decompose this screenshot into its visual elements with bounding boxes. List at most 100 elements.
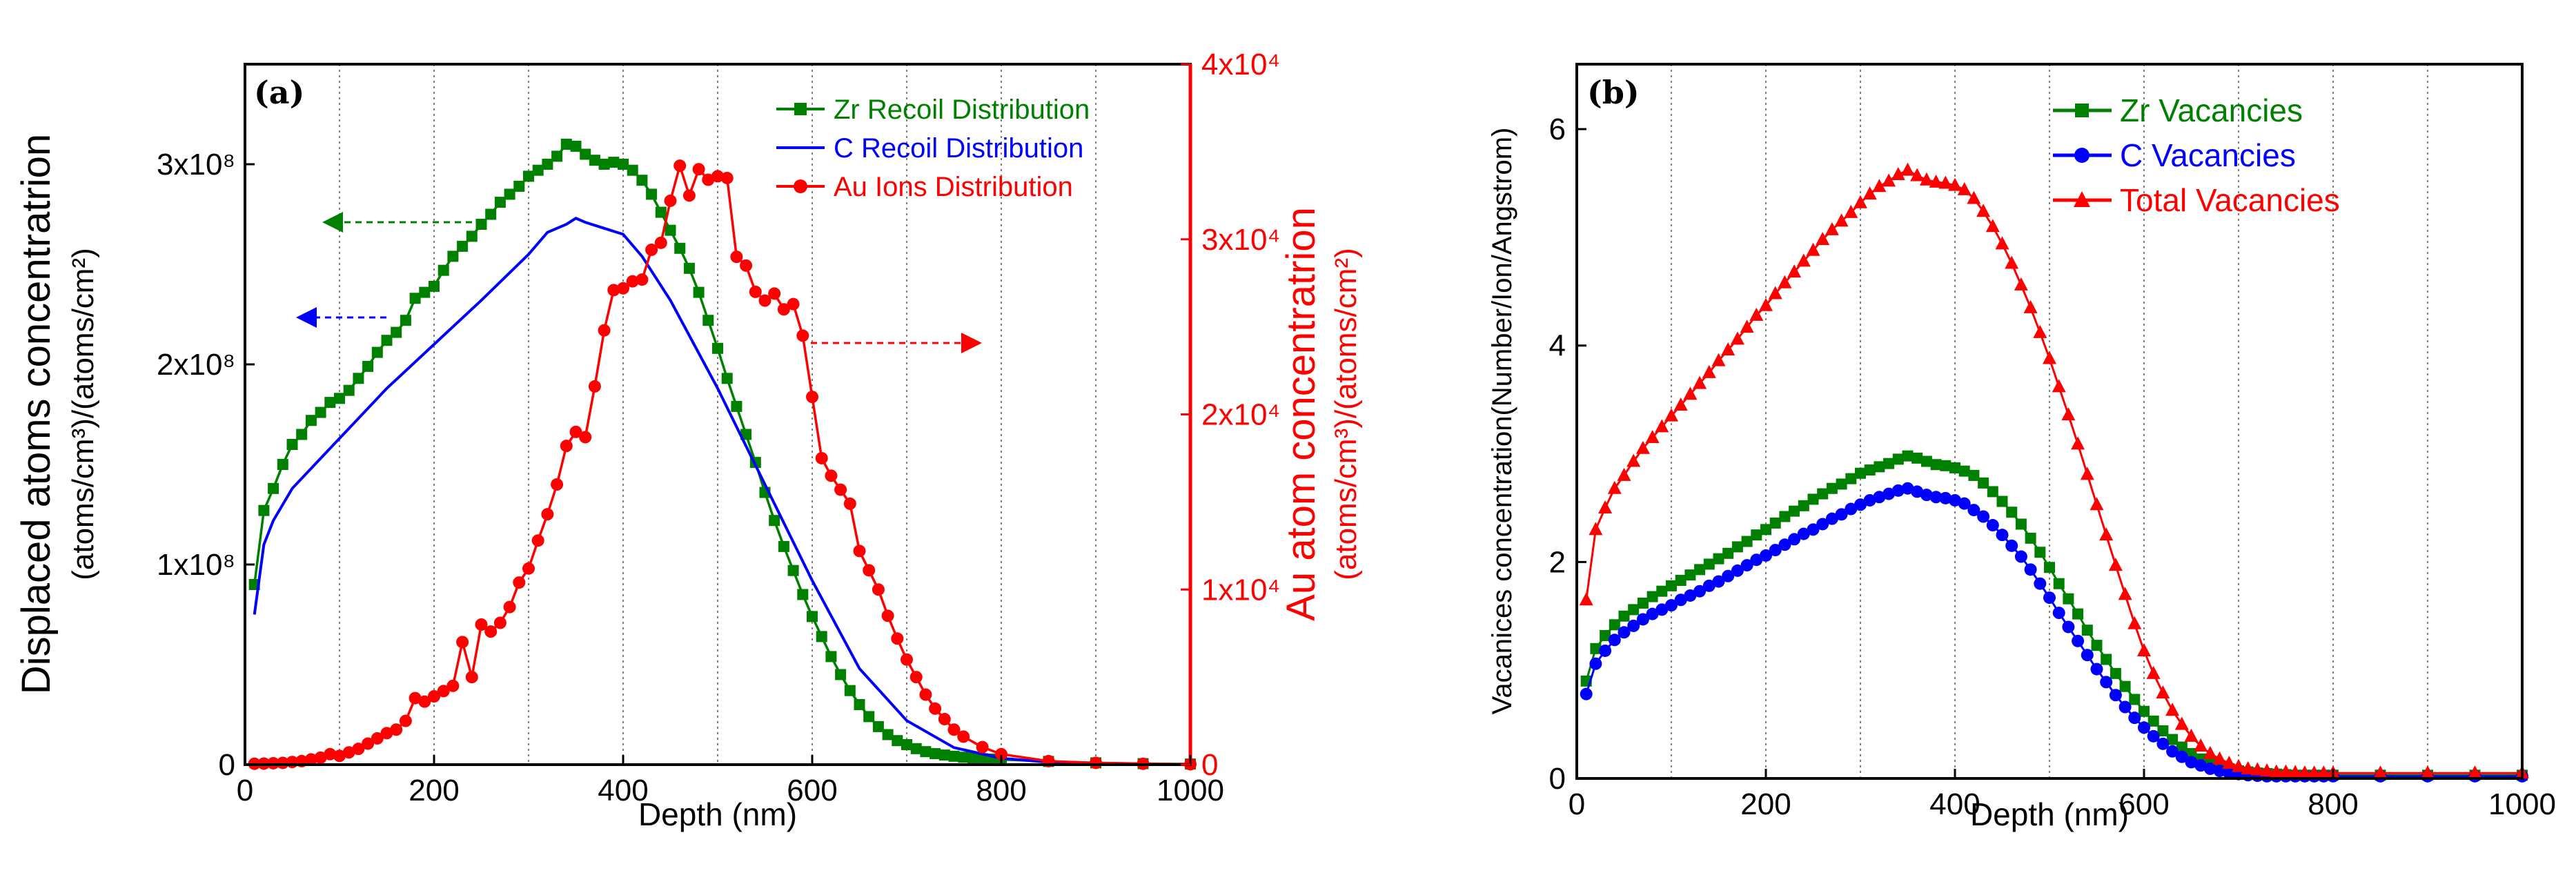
panel-a-left-y-ticks: 0 1x10⁸ 2x10⁸ 3x10⁸ [157,148,255,782]
data-point-zr-recoil-distribution [854,699,865,710]
data-point-zr-vacancies [1713,553,1724,565]
data-point-zr-recoil-distribution [655,206,667,218]
data-point-total-vacancies [1844,204,1858,218]
data-point-c-vacancies [2166,745,2179,758]
data-point-au-ions-distribution [995,747,1007,760]
series-au-ions-distribution [248,159,1197,771]
data-point-total-vacancies [2108,558,2123,571]
data-point-total-vacancies [2061,407,2076,421]
data-point-au-ions-distribution [664,194,677,207]
data-point-zr-recoil-distribution [731,400,743,412]
data-point-zr-vacancies [1731,541,1743,553]
data-point-total-vacancies [1976,204,1991,217]
data-point-total-vacancies [1834,213,1849,227]
data-point-au-ions-distribution [843,497,856,510]
data-point-au-ions-distribution [475,618,488,631]
panel-b-x-axis-title: Depth (nm) [1970,796,2129,832]
data-point-c-vacancies [1986,519,1999,532]
data-point-zr-recoil-distribution [844,685,856,696]
data-point-total-vacancies [2137,642,2151,656]
data-point-zr-recoil-distribution [334,393,345,404]
data-point-total-vacancies [1598,500,1613,513]
data-point-c-vacancies [1722,569,1735,582]
data-point-total-vacancies [1900,162,1915,176]
data-point-c-vacancies [1646,607,1659,620]
panel-a-series [248,139,1197,771]
data-point-zr-vacancies [2101,654,2112,665]
data-point-zr-vacancies [1722,547,1734,559]
data-point-total-vacancies [2118,587,2132,600]
data-point-c-vacancies [2090,663,2103,676]
data-point-total-vacancies [1967,190,1981,204]
data-point-au-ions-distribution [711,170,724,183]
data-point-c-vacancies [2185,756,2198,769]
data-point-au-ions-distribution [834,483,847,496]
data-point-au-ions-distribution [569,425,582,438]
data-point-total-vacancies [2260,763,2274,777]
data-point-zr-recoil-distribution [807,611,818,622]
data-point-zr-vacancies [1656,585,1668,597]
data-point-zr-recoil-distribution [646,188,658,200]
data-point-zr-recoil-distribution [286,439,298,450]
data-point-au-ions-distribution [380,727,393,740]
series-total-vacancies [1579,162,2529,779]
data-point-au-ions-distribution [1090,756,1102,769]
panel-a-left-y-title-line2: (atoms/cm³)/(atoms/cm²) [66,248,100,580]
legend-swatch-marker [794,103,807,115]
data-point-c-vacancies [1740,559,1753,572]
panel-a-right-y-tick-label: 2x10⁴ [1201,398,1280,432]
data-point-au-ions-distribution [730,251,743,264]
panel-a-right-y-title-line2: (atoms/cm³)/(atoms/cm²) [1329,248,1363,580]
panel-a-left-y-title-line1: Displaced atoms concentratrion [14,134,59,694]
data-point-zr-vacancies [1590,642,1602,654]
panel-b-gridlines [1671,64,2428,778]
data-point-c-vacancies [1911,485,1924,498]
data-point-total-vacancies [2071,436,2085,450]
panel-a-left-y-tick-label: 1x10⁸ [157,548,235,582]
data-point-zr-vacancies [1940,460,1951,471]
data-point-zr-vacancies [1892,453,1904,465]
data-point-total-vacancies [1957,181,1972,195]
data-point-au-ions-distribution [720,171,734,184]
data-point-au-ions-distribution [560,440,573,453]
data-point-c-vacancies [2109,689,2122,702]
data-point-total-vacancies [1995,236,2009,250]
data-point-total-vacancies [1721,342,1736,355]
data-point-c-vacancies [1825,512,1838,525]
panel-a-label: (a) [254,74,304,111]
data-point-zr-vacancies [1646,591,1658,602]
data-point-zr-vacancies [2176,741,2187,753]
data-point-au-ions-distribution [815,451,828,464]
data-point-zr-vacancies [2044,562,2055,573]
data-point-au-ions-distribution [579,431,592,444]
data-point-zr-vacancies [1968,469,1980,481]
data-point-zr-vacancies [2110,667,2121,679]
data-point-zr-recoil-distribution [967,752,979,764]
data-point-zr-vacancies [1930,459,1942,471]
data-point-c-vacancies [1618,626,1631,639]
data-point-total-vacancies [2174,716,2189,730]
legend-entry-c-vacancies: C Vacancies [2053,137,2296,173]
data-point-au-ions-distribution [503,600,516,614]
data-point-c-vacancies [1873,491,1886,504]
data-point-zr-vacancies [1902,450,1914,462]
series-line-zr-recoil-distribution [253,143,1191,765]
data-point-au-ions-distribution [825,469,838,482]
data-point-zr-vacancies [2081,625,2093,636]
panel-b-x-tick-label: 600 [2118,787,2169,821]
data-point-c-vacancies [1627,619,1640,632]
data-point-zr-recoil-distribution [551,150,563,162]
data-point-au-ions-distribution [362,737,375,750]
data-point-au-ions-distribution [333,749,346,763]
data-point-zr-vacancies [1798,500,1809,511]
data-point-au-ions-distribution [446,679,460,692]
data-point-total-vacancies [1796,253,1811,267]
legend-swatch-marker [2074,148,2090,163]
data-point-total-vacancies [2307,765,2321,779]
data-point-total-vacancies [1891,166,1905,180]
panel-b-y-title: Vacanices concentration(Number/Ion/Angst… [1487,128,1517,715]
data-point-zr-recoil-distribution [277,459,288,470]
data-point-total-vacancies [1579,592,1593,606]
data-point-zr-recoil-distribution [429,280,440,292]
data-point-zr-recoil-distribution [863,711,875,723]
